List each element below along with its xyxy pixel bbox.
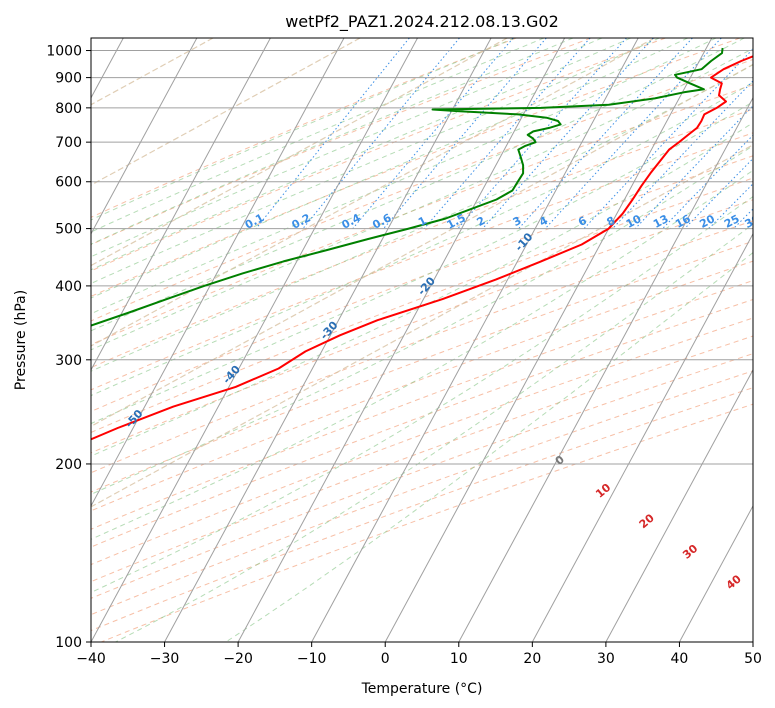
dry-adiabat	[91, 132, 753, 391]
curved-background-line	[91, 63, 753, 428]
mixing-ratio-label: 30	[743, 212, 763, 231]
moist-adiabat	[91, 38, 745, 332]
isotherm	[679, 504, 753, 642]
isotherm	[91, 38, 198, 235]
dewpoint-profile-line	[91, 47, 724, 327]
moist-adiabat	[91, 38, 688, 299]
moist-adiabat	[91, 47, 753, 351]
moist-adiabat	[91, 38, 574, 245]
y-tick-label: 300	[55, 353, 82, 369]
dry-adiabat	[91, 353, 753, 599]
mixing-ratio-line	[457, 38, 627, 229]
curved-background-line	[91, 38, 508, 267]
mixing-ratio-line	[482, 38, 654, 229]
isotherm	[384, 38, 713, 642]
moist-adiabat	[91, 38, 660, 285]
dry-adiabat	[91, 298, 753, 548]
dry-adiabat	[91, 155, 753, 413]
curved-background-line	[91, 38, 361, 186]
mixing-ratio-label: 13	[651, 212, 671, 231]
moist-adiabat	[225, 252, 753, 642]
x-tick-label: −20	[223, 651, 253, 667]
x-tick-label: 50	[744, 651, 762, 667]
y-tick-label: 900	[55, 71, 82, 87]
dry-adiabat	[91, 38, 591, 246]
y-tick-label: 100	[55, 635, 82, 651]
mixing-ratio-label: 25	[722, 212, 742, 231]
isotherm	[91, 38, 418, 642]
y-axis-label: Pressure (hPa)	[13, 290, 29, 390]
x-tick-label: 40	[671, 651, 689, 667]
x-tick-label: 20	[523, 651, 541, 667]
mixing-ratio-line	[352, 38, 514, 229]
isotherm	[531, 232, 753, 642]
isotherm	[91, 38, 271, 371]
x-tick-label: 30	[597, 651, 615, 667]
x-tick-label: −30	[150, 651, 180, 667]
mixing-ratio-line	[708, 183, 753, 229]
dry-adiabat	[91, 317, 753, 566]
mixing-ratio-label: 16	[673, 212, 693, 231]
x-tick-label: 10	[450, 651, 468, 667]
isotherm	[458, 96, 753, 642]
temperature-profile-line	[91, 55, 753, 441]
mixing-ratio-line	[255, 38, 410, 229]
y-tick-label: 400	[55, 279, 82, 295]
mixing-ratio-label: 20	[697, 212, 717, 231]
moist-adiabat	[91, 38, 545, 233]
moist-adiabat	[91, 195, 753, 594]
background-lines	[91, 38, 753, 642]
plot-frame	[90, 37, 754, 643]
curved-background-line	[91, 38, 655, 347]
profile-lines	[91, 47, 753, 441]
mixing-ratio-line	[302, 38, 460, 229]
y-axis: 1000 900 800 700 600 500 400 300 200 100	[46, 44, 91, 651]
moist-adiabat	[91, 169, 753, 540]
moist-adiabat	[115, 223, 753, 642]
isotherm	[311, 38, 639, 642]
x-tick-label: −40	[76, 651, 106, 667]
mixing-ratio-line	[612, 80, 753, 229]
y-tick-label: 1000	[46, 44, 82, 60]
mixing-ratio-label: 10	[624, 212, 644, 231]
isotherm	[91, 38, 345, 507]
dry-adiabat	[91, 387, 753, 632]
y-tick-label: 700	[55, 135, 82, 151]
dry-adiabat	[91, 108, 753, 369]
grid-lines	[91, 38, 753, 642]
x-axis-label: Temperature (°C)	[361, 681, 483, 697]
moist-adiabat	[91, 38, 603, 258]
dry-adiabat	[91, 38, 666, 272]
moist-adiabat	[91, 38, 717, 315]
dry-adiabat	[101, 403, 753, 642]
x-axis: −40 −30 −20 −10 0 10 20 30 40 50	[76, 642, 762, 667]
x-tick-label: −10	[297, 651, 327, 667]
isotherm	[605, 368, 753, 642]
y-tick-label: 800	[55, 101, 82, 117]
y-tick-label: 200	[55, 457, 82, 473]
chart-title: wetPf2_PAZ1.2024.212.08.13.G02	[285, 12, 559, 32]
y-tick-label: 600	[55, 175, 82, 191]
isotherm	[237, 38, 566, 642]
y-tick-label: 500	[55, 222, 82, 238]
moist-adiabat	[91, 145, 753, 495]
moist-adiabat	[91, 38, 515, 221]
x-tick-label: 0	[381, 651, 390, 667]
